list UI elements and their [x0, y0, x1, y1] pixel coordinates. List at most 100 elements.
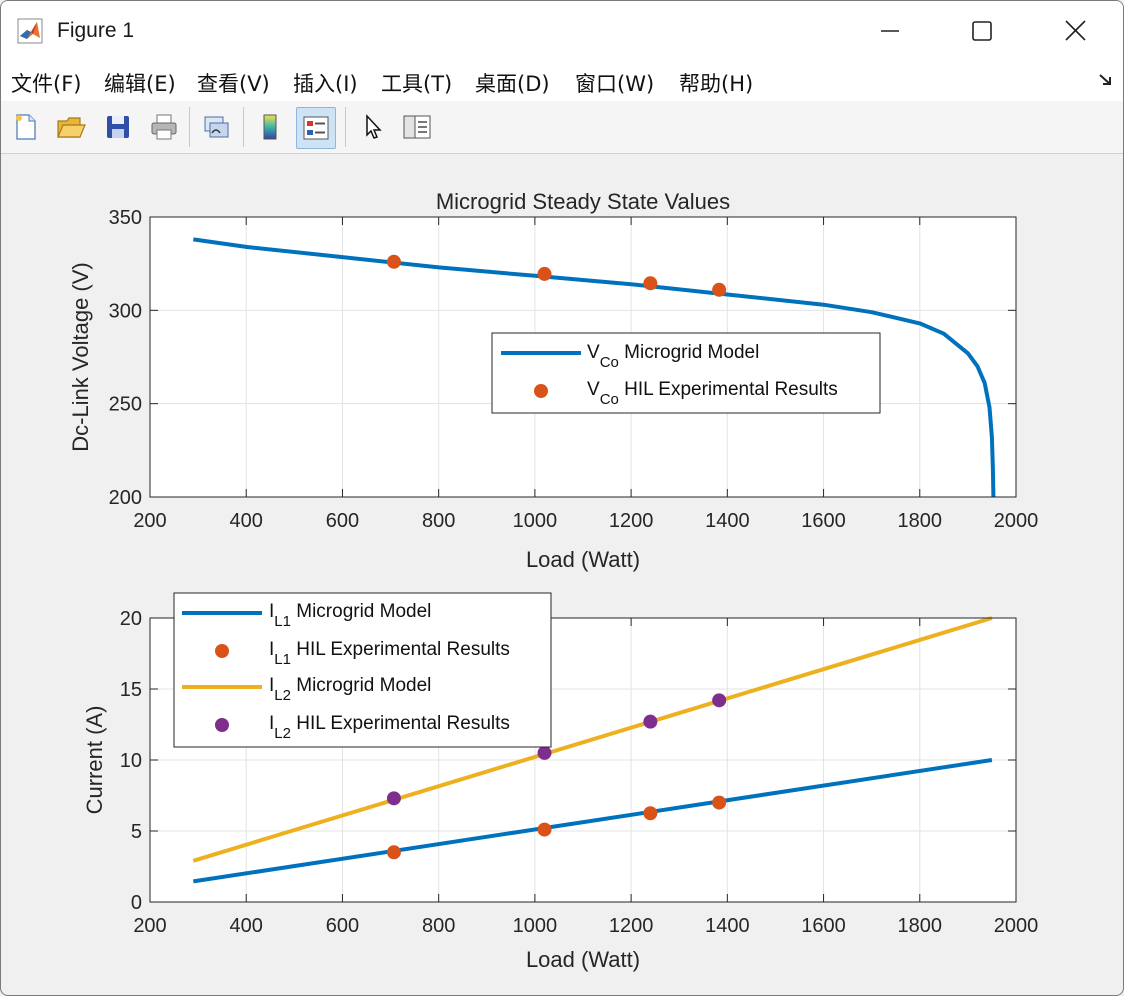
menu-desktop[interactable]: 桌面(D) — [475, 72, 550, 96]
x-tick-label: 1600 — [801, 510, 846, 532]
close-button[interactable] — [1053, 11, 1099, 51]
data-point-il1-hil-experimental-results — [386, 845, 401, 860]
close-icon — [1065, 20, 1086, 41]
x-tick-label: 800 — [422, 915, 455, 937]
link-plot-icon — [204, 116, 229, 138]
open-file-icon — [57, 117, 86, 138]
y-tick-label: 200 — [109, 487, 142, 509]
y-tick-label: 15 — [120, 679, 142, 701]
legend-text-il2-model: IL2 Microgrid Model — [269, 675, 431, 704]
x-tick-label: 600 — [326, 915, 359, 937]
x-tick-label: 200 — [133, 510, 166, 532]
y-tick-label: 5 — [131, 821, 142, 843]
save-button[interactable] — [99, 107, 137, 147]
series-line-il2-microgrid-model — [192, 616, 993, 863]
insert-legend-button[interactable] — [296, 107, 336, 149]
dock-arrow-icon[interactable] — [1097, 71, 1115, 89]
x-tick-label: 1200 — [609, 915, 654, 937]
menu-bar: 文件(F) 编辑(E) 查看(V) 插入(I) 工具(T) 桌面(D) 窗口(W… — [1, 61, 1123, 101]
y-axis-label-current: Current (A) — [82, 706, 107, 815]
title-bar: Figure 1 — [1, 1, 1123, 61]
data-point-il1-hil-experimental-results — [537, 822, 552, 837]
chart-title: Microgrid Steady State Values — [436, 189, 730, 214]
menu-file[interactable]: 文件(F) — [11, 72, 82, 96]
data-point-il1-hil-experimental-results — [643, 806, 658, 821]
data-point-vco-hil-experimental-results — [643, 276, 658, 291]
axes-current: 200 400 600 800 1000 1200 1400 1600 1800 2000 0 5 10… — [82, 592, 1039, 972]
maximize-icon — [972, 21, 992, 41]
data-point-vco-hil-experimental-results — [386, 254, 401, 269]
toolbar — [1, 101, 1123, 154]
legend-marker-vco-hil — [534, 384, 548, 398]
y-tick-label: 300 — [109, 300, 142, 322]
x-tick-label: 2000 — [994, 915, 1039, 937]
x-tick-label: 1800 — [898, 915, 943, 937]
open-file-button[interactable] — [51, 107, 89, 147]
y-tick-label: 10 — [120, 750, 142, 772]
insert-colorbar-icon — [263, 114, 277, 140]
x-tick-label: 400 — [230, 510, 263, 532]
y-tick-label: 0 — [131, 892, 142, 914]
window-title: Figure 1 — [57, 19, 135, 42]
x-tick-label: 600 — [326, 510, 359, 532]
insert-colorbar-button[interactable] — [251, 107, 289, 147]
x-tick-label: 1000 — [513, 915, 558, 937]
menu-edit[interactable]: 编辑(E) — [104, 72, 176, 96]
x-tick-label: 400 — [230, 915, 263, 937]
x-tick-label: 1000 — [513, 510, 558, 532]
menu-insert[interactable]: 插入(I) — [293, 72, 358, 96]
print-icon — [151, 114, 177, 140]
y-axis-label-voltage: Dc-Link Voltage (V) — [68, 262, 93, 452]
x-tick-label: 200 — [133, 915, 166, 937]
menu-window[interactable]: 窗口(W) — [575, 72, 655, 96]
legend-text-il2-hil: IL2 HIL Experimental Results — [269, 713, 510, 742]
save-icon — [107, 116, 129, 138]
series-line-il1-microgrid-model — [192, 758, 993, 884]
legend-marker-il1-hil — [215, 644, 229, 658]
y-tick-label: 250 — [109, 394, 142, 416]
property-inspector-icon — [403, 115, 431, 139]
menu-tools[interactable]: 工具(T) — [381, 72, 453, 96]
y-tick-label: 20 — [120, 608, 142, 630]
x-axis-label-current: Load (Watt) — [526, 947, 640, 972]
print-button[interactable] — [145, 107, 183, 147]
legend-text-vco-hil: VCo HIL Experimental Results — [587, 379, 838, 408]
x-tick-label: 1600 — [801, 915, 846, 937]
menu-help[interactable]: 帮助(H) — [679, 72, 754, 96]
y-tick-label: 350 — [109, 207, 142, 229]
edit-plot-icon — [366, 114, 382, 139]
legend-text-il1-hil: IL1 HIL Experimental Results — [269, 639, 510, 668]
x-tick-label: 1200 — [609, 510, 654, 532]
data-point-il2-hil-experimental-results — [386, 791, 401, 806]
data-point-il1-hil-experimental-results — [712, 795, 727, 810]
maximize-button[interactable] — [959, 11, 1005, 51]
x-tick-label: 800 — [422, 510, 455, 532]
property-inspector-button[interactable] — [397, 107, 435, 147]
edit-plot-button[interactable] — [353, 107, 391, 147]
x-tick-label: 1400 — [705, 510, 750, 532]
series-line-vco-microgrid-model — [193, 237, 996, 498]
axes-voltage-box — [149, 216, 1017, 498]
matlab-logo-icon — [17, 18, 43, 44]
data-point-il2-hil-experimental-results — [712, 693, 727, 708]
legend-text-vco-model: VCo Microgrid Model — [587, 342, 759, 371]
legend-voltage[interactable]: VCo Microgrid Model VCo HIL Experimental… — [491, 332, 881, 414]
minimize-button[interactable] — [867, 11, 913, 51]
x-tick-label: 1800 — [898, 510, 943, 532]
x-tick-label: 2000 — [994, 510, 1039, 532]
menu-view[interactable]: 查看(V) — [197, 72, 270, 96]
legend-current[interactable]: IL1 Microgrid Model IL1 HIL Experimental… — [173, 592, 552, 748]
data-point-vco-hil-experimental-results — [537, 266, 552, 281]
legend-marker-il2-hil — [215, 718, 229, 732]
data-point-il2-hil-experimental-results — [537, 745, 552, 760]
x-tick-label: 1400 — [705, 915, 750, 937]
data-point-vco-hil-experimental-results — [712, 282, 727, 297]
new-figure-button[interactable] — [7, 107, 45, 147]
data-point-il2-hil-experimental-results — [643, 714, 658, 729]
axes-voltage: 200 400 600 800 1000 1200 1400 1600 1800 2000 200 2… — [68, 189, 1038, 572]
new-figure-icon — [16, 114, 36, 140]
legend-text-il1-model: IL1 Microgrid Model — [269, 601, 431, 630]
x-axis-label-voltage: Load (Watt) — [526, 547, 640, 572]
link-plot-button[interactable] — [197, 107, 235, 147]
